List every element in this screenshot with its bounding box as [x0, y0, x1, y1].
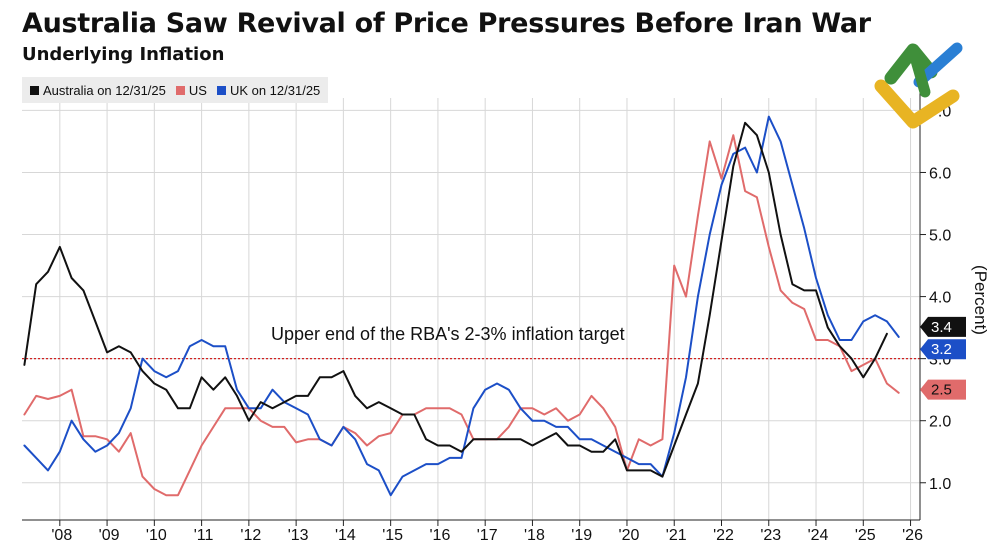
y-tick-label: 5.0	[929, 228, 951, 245]
chart-title: Australia Saw Revival of Price Pressures…	[22, 8, 871, 39]
x-tick-label: '17	[477, 527, 498, 544]
end-label-box	[920, 339, 966, 360]
legend-swatch-uk	[216, 85, 226, 95]
legend-item-us: US	[175, 82, 207, 98]
end-value-labels: 3.4 3.2 2.5	[920, 316, 966, 400]
x-axis: '08 '09 '10 '11 '12 '13 '14 '15 '16 '17 '18 '19 '20 '…	[22, 519, 923, 544]
x-tick-label: '15	[382, 527, 403, 544]
x-tick-label: '12	[240, 527, 261, 544]
end-label-text: 2.5	[931, 382, 952, 399]
legend-item-uk: UK on 12/31/25	[216, 82, 321, 98]
end-label-2: 3.2	[920, 339, 966, 360]
legend-swatch-australia	[30, 85, 39, 95]
end-label-box	[920, 379, 966, 400]
brand-logo-icon	[874, 42, 963, 129]
x-tick-label: '18	[524, 527, 545, 544]
end-label-1: 2.5	[920, 379, 966, 400]
legend-label-australia: Australia on 12/31/25	[43, 82, 166, 98]
y-axis-title: (Percent)	[971, 265, 990, 335]
rba-target-annotation: Upper end of the RBA's 2-3% inflation ta…	[271, 324, 625, 344]
chart-legend: Australia on 12/31/25 US UK on 12/31/25	[22, 77, 329, 103]
series-lines	[23, 115, 900, 497]
x-tick-label: '19	[571, 527, 592, 544]
x-tick-label: '24	[808, 527, 829, 544]
end-label-text: 3.2	[931, 341, 952, 358]
end-label-box	[920, 316, 966, 337]
x-tick-label: '10	[146, 527, 167, 544]
legend-item-australia: Australia on 12/31/25	[30, 83, 166, 98]
series-line-2	[23, 115, 900, 497]
x-tick-label: '21	[666, 527, 687, 544]
y-axis: 1.02.03.04.05.06.07.0(Percent)	[919, 88, 990, 520]
x-tick-label: '16	[429, 527, 450, 544]
x-tick-label: '14	[335, 527, 356, 544]
x-tick-label: '11	[194, 527, 214, 544]
y-tick-label: 6.0	[929, 165, 951, 182]
chart-subtitle: Underlying Inflation	[22, 44, 225, 65]
x-tick-label: '22	[713, 527, 734, 544]
legend-label-us: US	[188, 82, 207, 98]
series-line-0	[23, 121, 888, 478]
legend-label-uk: UK on 12/31/25	[229, 82, 321, 98]
x-tick-label: '23	[760, 527, 781, 544]
y-tick-label: 4.0	[929, 290, 951, 307]
end-label-0: 3.4	[920, 316, 966, 337]
y-tick-label: 2.0	[929, 414, 951, 431]
reference-line-group: Upper end of the RBA's 2-3% inflation ta…	[22, 324, 920, 360]
legend-swatch-us	[175, 85, 185, 95]
end-label-text: 3.4	[931, 319, 952, 336]
x-tick-label: '25	[855, 527, 876, 544]
x-tick-label: '09	[99, 527, 120, 544]
gridlines	[22, 98, 920, 520]
series-line-1	[23, 134, 900, 497]
x-tick-label: '20	[619, 527, 640, 544]
x-tick-label: '26	[902, 527, 923, 544]
x-tick-label: '08	[51, 527, 72, 544]
x-tick-label: '13	[288, 527, 309, 544]
y-tick-label: 1.0	[929, 476, 951, 493]
